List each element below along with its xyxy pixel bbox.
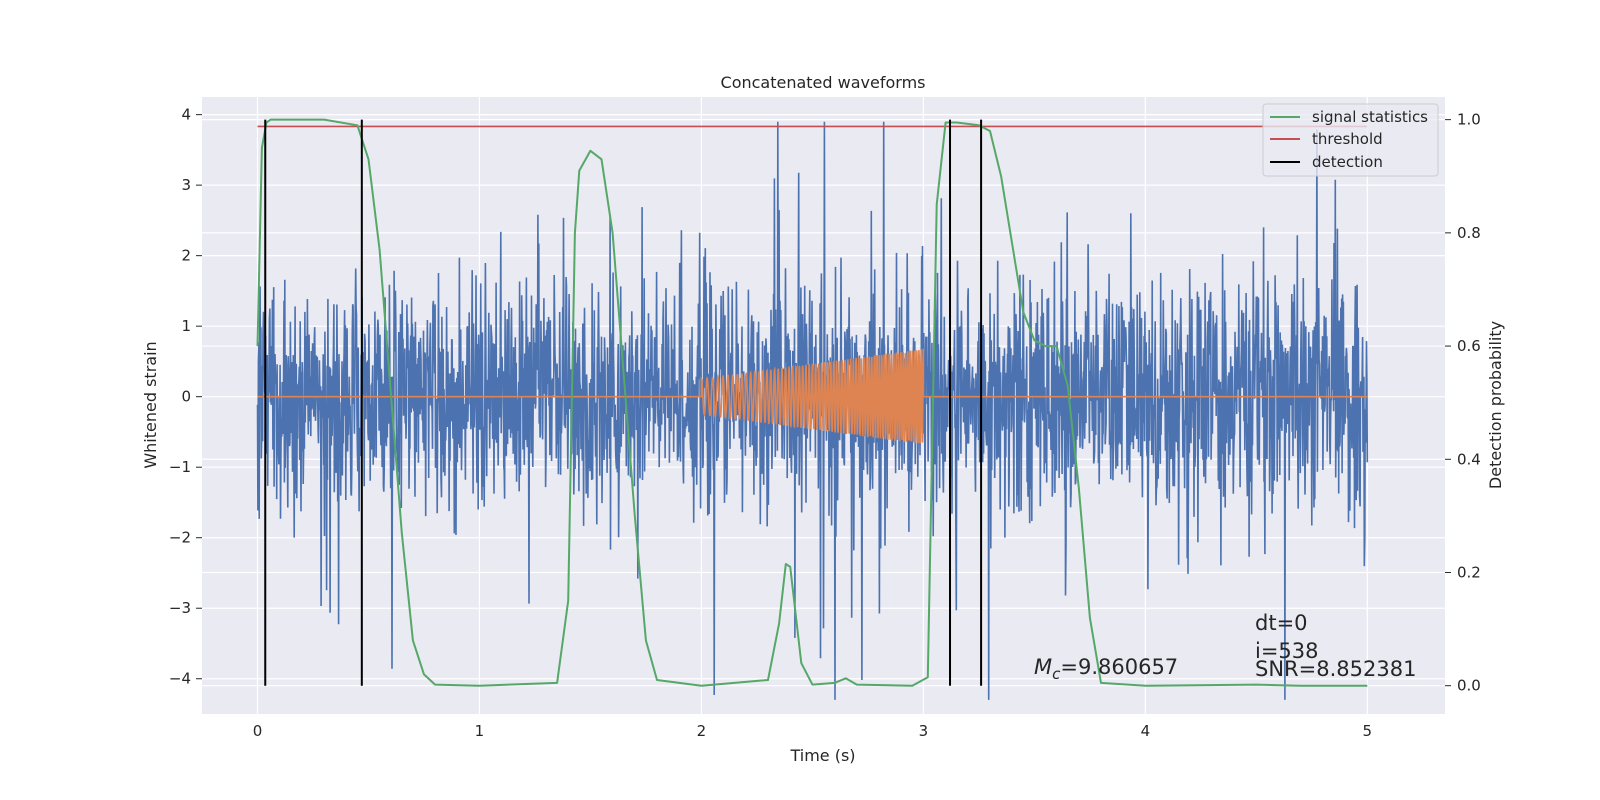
y-tick-label: 2 [181, 247, 191, 265]
y-tick-label: 1 [181, 317, 191, 335]
strain-noise-line [256, 121, 1369, 700]
index-annotation: i=538 [1255, 639, 1319, 663]
plot-series-group [256, 118, 1369, 700]
legend: signal statistics threshold detection [1262, 103, 1439, 177]
x-tick-label: 4 [1141, 722, 1151, 740]
x-axis-label: Time (s) [789, 746, 855, 765]
chirp-mass-value: =9.860657 [1060, 655, 1178, 679]
x-tick-label: 2 [697, 722, 707, 740]
legend-box [1262, 103, 1439, 177]
x-tick-label: 0 [253, 722, 263, 740]
snr-annotation: SNR=8.852381 [1255, 657, 1416, 681]
y-axis-label: Whitened strain [141, 341, 160, 468]
ticks-layer: 0 1 2 3 4 5 −4 −3 −2 −1 0 1 2 3 4 0.0 0.2 0.4 0.6 0.8 1.0 [169, 106, 1481, 740]
y2-tick-label: 0.6 [1457, 337, 1481, 355]
injected-chirp-line [257, 348, 1368, 444]
signal-statistics-line [256, 118, 1368, 687]
y2-axis-label: Detection probability [1486, 321, 1505, 489]
y2-tick-label: 0.8 [1457, 224, 1481, 242]
y-tick-label: −4 [169, 670, 191, 688]
y2-tick-label: 1.0 [1457, 111, 1481, 129]
x-tick-label: 1 [475, 722, 485, 740]
legend-label-signal-statistics: signal statistics [1312, 108, 1428, 126]
x-tick-label: 5 [1363, 722, 1373, 740]
y2-tick-label: 0.2 [1457, 563, 1481, 581]
y-tick-label: 0 [181, 388, 191, 406]
y2-tick-label: 0.4 [1457, 450, 1481, 468]
chirp-mass-symbol: M [1034, 655, 1052, 679]
y2-tick-label: 0.0 [1457, 677, 1481, 695]
x-tick-label: 3 [919, 722, 929, 740]
chart-title: Concatenated waveforms [721, 73, 926, 92]
dt-annotation: dt=0 [1255, 611, 1308, 635]
y-tick-label: 4 [181, 106, 191, 124]
chirp-mass-subscript: c [1052, 665, 1061, 683]
y-tick-label: −2 [169, 529, 191, 547]
y-tick-label: −3 [169, 599, 191, 617]
y-tick-label: −1 [169, 458, 191, 476]
legend-label-threshold: threshold [1312, 130, 1383, 148]
chirp-mass-annotation: Mc=9.860657 [1034, 655, 1178, 683]
y-tick-label: 3 [181, 176, 191, 194]
legend-label-detection: detection [1312, 153, 1383, 171]
series-layer [256, 118, 1369, 700]
